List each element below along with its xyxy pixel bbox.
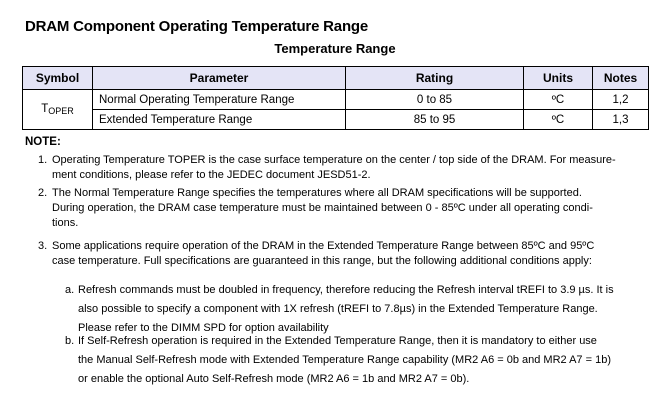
note-letter: b. xyxy=(65,335,75,347)
page-title: DRAM Component Operating Temperature Ran… xyxy=(25,18,369,35)
symbol-subscript: OPER xyxy=(48,106,74,116)
note-item-1: 1. Operating Temperature TOPER is the ca… xyxy=(38,153,652,183)
units-cell: ºC xyxy=(523,109,593,130)
column-header-parameter: Parameter xyxy=(92,66,346,90)
note-subitem-a: a. Refresh commands must be doubled in f… xyxy=(65,281,653,338)
table-row: Extended Temperature Range 85 to 95 ºC 1… xyxy=(23,109,649,130)
temperature-range-table: Symbol Parameter Rating Units Notes TOPE… xyxy=(22,66,649,130)
symbol-cell: TOPER xyxy=(22,89,93,130)
note-number: 1. xyxy=(38,154,48,166)
table-row: TOPER Normal Operating Temperature Range… xyxy=(22,89,649,130)
symbol-main: T xyxy=(41,103,49,115)
note-text: Operating Temperature TOPER is the case … xyxy=(52,154,616,181)
note-number: 3. xyxy=(38,240,48,252)
note-number: 2. xyxy=(38,187,48,199)
notes-heading: NOTE: xyxy=(25,136,61,148)
rating-cell: 0 to 85 xyxy=(345,89,524,110)
parameter-cell: Normal Operating Temperature Range xyxy=(92,89,346,110)
note-text: Refresh commands must be doubled in freq… xyxy=(78,284,614,334)
table-title: Temperature Range xyxy=(274,41,396,56)
note-item-3: 3. Some applications require operation o… xyxy=(38,239,652,269)
note-text: The Normal Temperature Range specifies t… xyxy=(52,187,593,229)
note-subitem-b: b. If Self-Refresh operation is required… xyxy=(65,332,653,389)
note-text: Some applications require operation of t… xyxy=(52,240,595,267)
table-header-row: Symbol Parameter Rating Units Notes xyxy=(22,66,649,90)
notes-cell: 1,3 xyxy=(592,109,649,130)
column-header-notes: Notes xyxy=(592,66,649,90)
note-item-2: 2. The Normal Temperature Range specifie… xyxy=(38,186,652,231)
note-letter: a. xyxy=(65,284,75,296)
column-header-units: Units xyxy=(523,66,593,90)
column-header-rating: Rating xyxy=(345,66,524,90)
notes-cell: 1,2 xyxy=(592,89,649,110)
parameter-cell: Extended Temperature Range xyxy=(92,109,346,130)
note-text: If Self-Refresh operation is required in… xyxy=(78,335,611,385)
units-cell: ºC xyxy=(523,89,593,110)
column-header-symbol: Symbol xyxy=(22,66,93,90)
rating-cell: 85 to 95 xyxy=(345,109,524,130)
